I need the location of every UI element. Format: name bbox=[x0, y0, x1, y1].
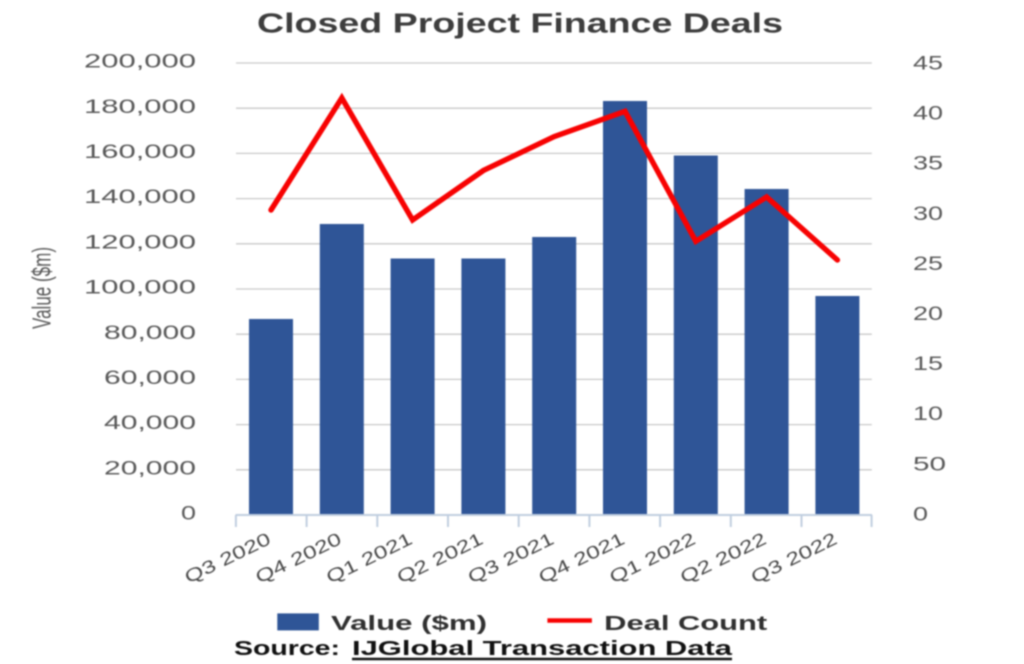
svg-text:0: 0 bbox=[181, 504, 196, 525]
svg-text:10: 10 bbox=[913, 404, 943, 425]
svg-text:140,000: 140,000 bbox=[84, 187, 196, 208]
svg-text:200,000: 200,000 bbox=[84, 52, 196, 73]
svg-text:20,000: 20,000 bbox=[104, 458, 196, 479]
svg-text:25: 25 bbox=[913, 254, 943, 275]
svg-text:Source:: Source: bbox=[234, 638, 340, 660]
svg-text:40: 40 bbox=[913, 104, 943, 125]
svg-text:45: 45 bbox=[913, 54, 943, 75]
svg-text:0: 0 bbox=[913, 504, 928, 525]
svg-text:160,000: 160,000 bbox=[84, 142, 196, 163]
svg-text:35: 35 bbox=[913, 154, 943, 175]
svg-text:Deal Count: Deal Count bbox=[604, 613, 768, 635]
svg-text:50: 50 bbox=[913, 454, 946, 475]
svg-text:100,000: 100,000 bbox=[84, 278, 196, 299]
svg-text:15: 15 bbox=[913, 354, 943, 375]
svg-text:30: 30 bbox=[913, 204, 943, 225]
svg-text:Closed Project Finance Deals: Closed Project Finance Deals bbox=[257, 8, 783, 39]
svg-text:Value ($m): Value ($m) bbox=[331, 613, 487, 635]
svg-text:80,000: 80,000 bbox=[104, 323, 196, 344]
svg-text:40,000: 40,000 bbox=[104, 413, 196, 434]
svg-text:Value ($m): Value ($m) bbox=[27, 247, 57, 329]
svg-text:IJGlobal Transaction Data: IJGlobal Transaction Data bbox=[352, 638, 733, 660]
svg-text:60,000: 60,000 bbox=[104, 368, 196, 389]
svg-text:20: 20 bbox=[913, 304, 943, 325]
svg-text:180,000: 180,000 bbox=[84, 97, 196, 118]
svg-text:120,000: 120,000 bbox=[84, 232, 196, 253]
